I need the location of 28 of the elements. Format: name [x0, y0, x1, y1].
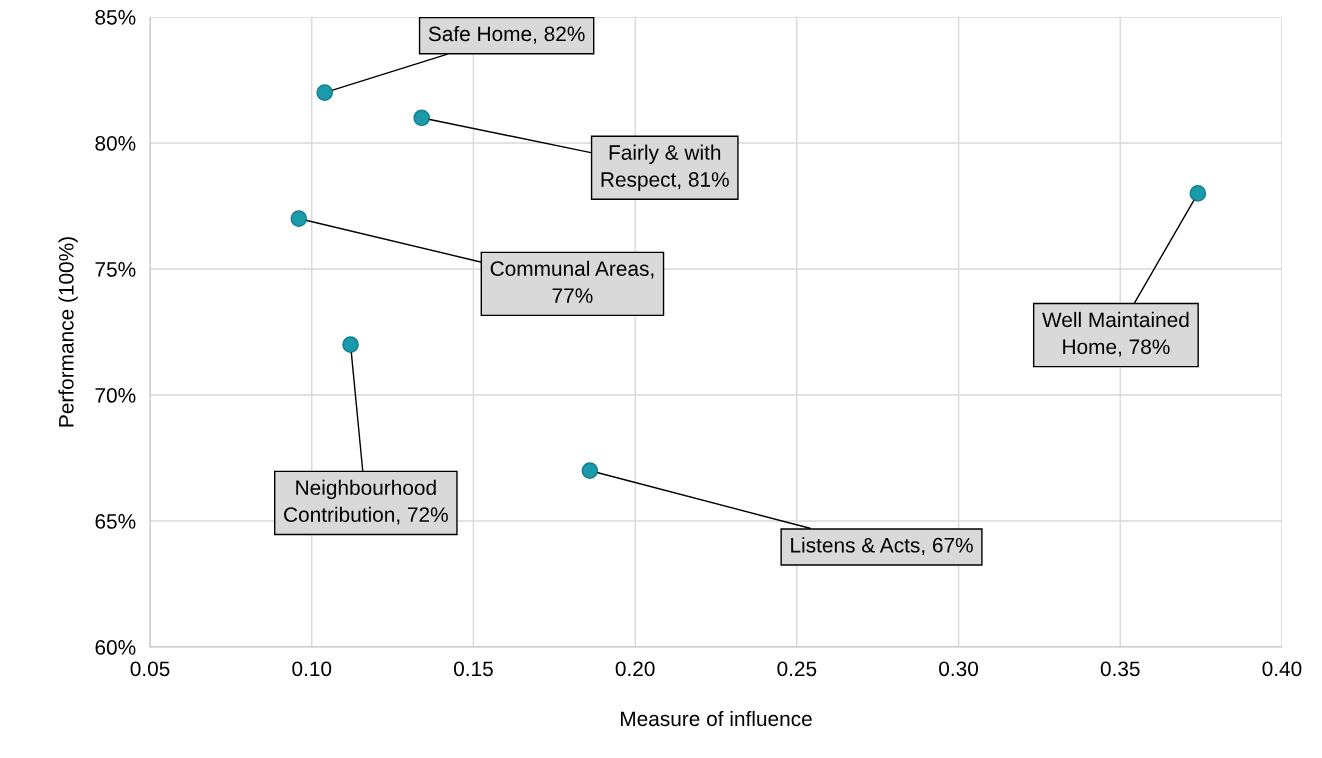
y-tick-label: 60%: [95, 640, 136, 655]
x-tick-label: 0.05: [130, 661, 170, 677]
y-tick-label: 75%: [95, 262, 136, 277]
x-tick-label: 0.10: [292, 661, 332, 677]
annotation: Communal Areas, 77%: [490, 260, 654, 303]
annotation: Neighbourhood Contribution, 72%: [284, 479, 448, 525]
x-tick-label: 0.25: [777, 661, 817, 677]
point: [581, 462, 599, 479]
point: [413, 109, 431, 127]
point: [316, 84, 334, 101]
x-axis-title: Measure of influence: [621, 710, 812, 727]
x-tick-label: 0.15: [453, 661, 493, 677]
point: [1189, 185, 1207, 202]
x-tick-label: 0.20: [615, 661, 655, 677]
y-tick-label: 65%: [95, 514, 136, 529]
annotation: Safe Home, 82%: [428, 25, 585, 44]
annotation: Listens & Acts, 67%: [791, 537, 973, 556]
y-tick-label: 85%: [95, 9, 136, 25]
y-tick-label: 80%: [95, 135, 136, 151]
y-axis-title: Performance (100%): [58, 237, 78, 427]
y-tick-label: 70%: [95, 388, 136, 403]
x-tick-label: 0.40: [1262, 661, 1302, 677]
annotation: Fairly & with Respect, 81%: [601, 144, 729, 191]
x-tick-label: 0.35: [1100, 661, 1140, 677]
point: [290, 210, 308, 227]
x-tick-label: 0.30: [939, 661, 979, 677]
annotation: Well Maintained Home, 78%: [1042, 311, 1189, 357]
point: [342, 336, 359, 353]
